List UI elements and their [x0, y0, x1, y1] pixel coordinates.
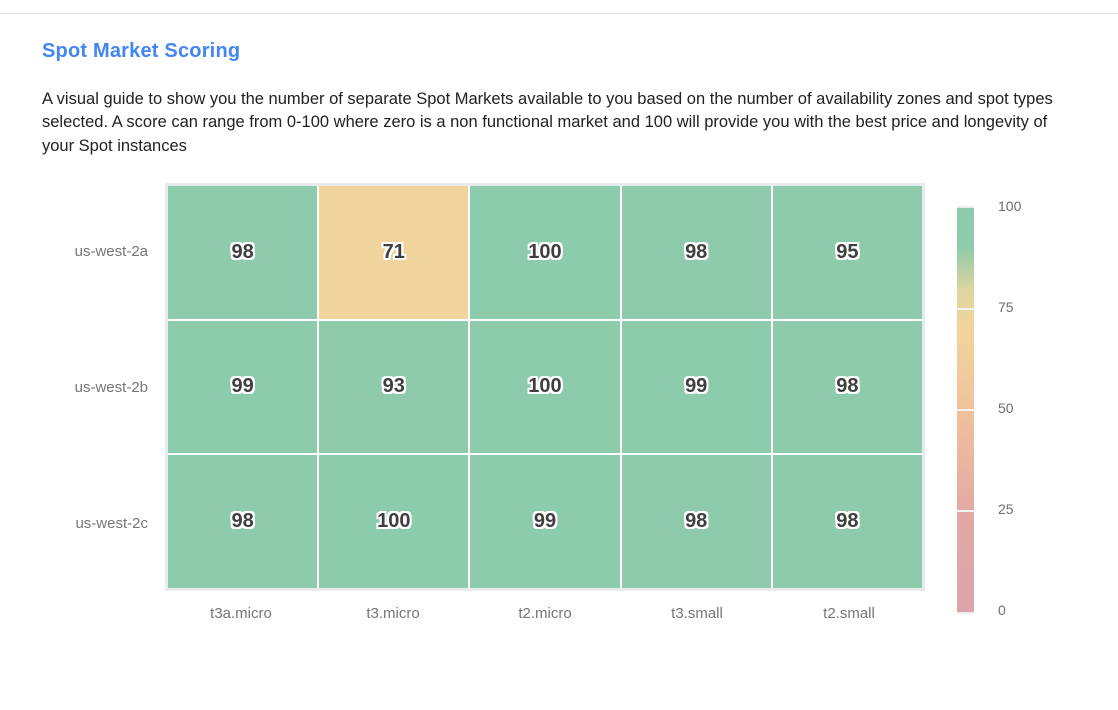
heatmap-cell-us-west-2a-t3a.micro: 98 [168, 186, 318, 319]
heatmap-cell-us-west-2a-t3.micro: 71 [319, 186, 469, 319]
row-label-us-west-2b: us-west-2b [74, 378, 148, 396]
heatmap-plot-area: 98 71 100 98 95 99 93 100 99 98 98 100 99 98 98 [165, 183, 925, 591]
colorbar-tick-label-25: 25 [998, 501, 1014, 517]
heatmap-cell-us-west-2c-t3a.micro: 98 [168, 455, 318, 588]
heatmap-cell-us-west-2b-t3a.micro: 99 [168, 320, 318, 454]
heatmap-cell-us-west-2a-t2.micro: 100 [470, 186, 620, 319]
row-label-us-west-2c: us-west-2c [75, 514, 148, 532]
colorbar-tick-line-75 [957, 308, 974, 310]
heatmap-col-labels: t3a.micro t3.micro t2.micro t3.small t2.smal… [165, 605, 925, 622]
colorbar-tick-line-50 [957, 409, 974, 411]
heatmap-cell-us-west-2a-t3.small: 98 [621, 186, 771, 319]
colorbar-tick-label-100: 100 [998, 198, 1022, 214]
page-description: A visual guide to show you the number of… [42, 89, 1053, 155]
page-title: Spot Market Scoring [42, 39, 241, 62]
col-label-t3.micro: t3.micro [366, 605, 420, 622]
heatmap-cell-us-west-2c-t2.micro: 99 [470, 455, 620, 588]
colorbar-labels: 100 75 50 25 0 [998, 198, 1042, 618]
heatmap-cell-us-west-2b-t3.micro: 93 [319, 320, 469, 454]
col-label-t3a.micro: t3a.micro [210, 605, 272, 622]
colorbar [957, 206, 974, 614]
heatmap-cell-us-west-2b-t2.small: 98 [772, 320, 922, 454]
colorbar-tick-label-0: 0 [998, 602, 1006, 618]
col-label-t2.small: t2.small [823, 605, 875, 622]
heatmap-cell-us-west-2b-t2.micro: 100 [470, 320, 620, 454]
heatmap-cell-us-west-2a-t2.small: 95 [772, 186, 922, 319]
heatmap-grid: 98 71 100 98 95 99 93 100 99 98 98 100 99 98 98 [168, 186, 922, 588]
col-label-t3.small: t3.small [671, 605, 723, 622]
col-label-t2.micro: t2.micro [518, 605, 572, 622]
heatmap-cell-us-west-2c-t2.small: 98 [772, 455, 922, 588]
row-label-us-west-2a: us-west-2a [74, 242, 148, 260]
heatmap-cell-us-west-2b-t3.small: 99 [621, 320, 771, 454]
colorbar-tick-label-50: 50 [998, 400, 1014, 416]
colorbar-tick-line-25 [957, 510, 974, 512]
heatmap-row-labels: us-west-2a us-west-2b us-west-2c [20, 183, 148, 591]
top-divider [0, 13, 1118, 14]
heatmap-cell-us-west-2c-t3.small: 98 [621, 455, 771, 588]
heatmap-cell-us-west-2c-t3.micro: 100 [319, 455, 469, 588]
colorbar-tick-label-75: 75 [998, 299, 1014, 315]
